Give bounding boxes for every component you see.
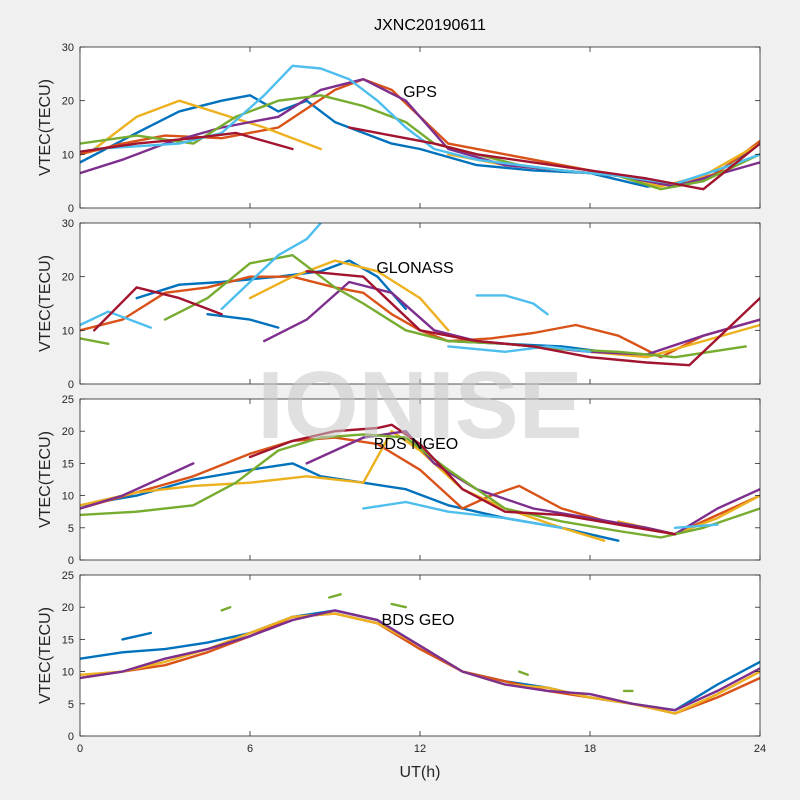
- series-line-4: [248, 259, 450, 332]
- series-line-7: [390, 602, 407, 609]
- series-line-10: [220, 223, 322, 311]
- panel-3: 0 6 12 18 24 0 5 10 15 20 25 VTEC(TECU) BDS GEO: [37, 570, 766, 755]
- series-line-6: [80, 433, 760, 539]
- series-line-3: [93, 99, 322, 151]
- series-group: [80, 223, 760, 367]
- series-line-13: [93, 286, 223, 332]
- series-line-3: [80, 275, 760, 359]
- series-group: [80, 593, 760, 715]
- panel-annotation: GLONASS: [376, 260, 453, 277]
- panel-2: 0 5 10 15 20 25 VTEC(TECU) BDS NGEO: [37, 394, 761, 567]
- y-axis-label: VTEC(TECU): [37, 431, 54, 528]
- series-line-1: [121, 631, 152, 641]
- y-tick-label: 25: [62, 394, 74, 406]
- y-tick-label: 5: [68, 699, 74, 711]
- x-tick-label: 12: [414, 743, 426, 755]
- series-line-14: [305, 270, 760, 367]
- y-tick-label: 0: [68, 731, 74, 743]
- series-line-12: [447, 345, 592, 353]
- series-group: [80, 64, 760, 191]
- panel-0: 0 10 20 30 VTEC(TECU) GPS: [37, 42, 761, 215]
- y-tick-label: 20: [62, 602, 74, 614]
- panel-annotation: GPS: [403, 84, 437, 101]
- series-line-8: [673, 523, 719, 529]
- series-line-11: [475, 294, 549, 316]
- series-line-5: [220, 606, 232, 612]
- series-line-7: [163, 254, 747, 359]
- y-tick-label: 20: [62, 272, 74, 284]
- y-tick-label: 5: [68, 523, 74, 535]
- y-tick-label: 15: [62, 458, 74, 470]
- x-tick-label: 18: [584, 743, 596, 755]
- y-tick-label: 10: [62, 325, 74, 337]
- series-line-6: [328, 593, 342, 599]
- series-line-8: [80, 337, 110, 345]
- y-tick-label: 20: [62, 426, 74, 438]
- series-line-9: [80, 310, 152, 329]
- panel-annotation: BDS GEO: [382, 612, 455, 629]
- x-tick-label: 24: [754, 743, 766, 755]
- y-axis-label: VTEC(TECU): [37, 79, 54, 176]
- series-line-4: [80, 462, 195, 510]
- watermark: IONISE: [257, 352, 582, 459]
- y-tick-label: 30: [62, 42, 74, 54]
- y-tick-label: 15: [62, 634, 74, 646]
- series-line-7: [362, 500, 563, 529]
- y-tick-label: 0: [68, 379, 74, 391]
- figure-title: JXNC20190611: [374, 17, 486, 34]
- series-group: [80, 423, 760, 542]
- x-tick-label: 0: [77, 743, 83, 755]
- y-tick-label: 0: [68, 555, 74, 567]
- y-tick-label: 0: [68, 203, 74, 215]
- panels: 0 10 20 30 VTEC(TECU) GPS 0 10 20 30 VTEC(TECU) GLO…: [37, 42, 766, 755]
- panel-annotation: BDS NGEO: [374, 436, 458, 453]
- y-tick-label: 10: [62, 667, 74, 679]
- panel-1: 0 10 20 30 VTEC(TECU) GLONASS: [37, 218, 761, 391]
- series-line-5: [588, 323, 760, 359]
- series-line-9: [248, 423, 677, 536]
- series-line-8: [518, 670, 529, 676]
- y-tick-label: 30: [62, 218, 74, 230]
- y-axis-label: VTEC(TECU): [37, 255, 54, 352]
- y-tick-label: 10: [62, 491, 74, 503]
- series-line-9: [348, 126, 760, 191]
- y-axis-label: VTEC(TECU): [37, 607, 54, 704]
- y-tick-label: 20: [62, 96, 74, 108]
- x-tick-label: 6: [247, 743, 253, 755]
- series-line-1: [206, 313, 280, 329]
- series-line-8: [80, 131, 294, 153]
- series-line-6: [80, 94, 760, 191]
- x-axis-label: UT(h): [400, 764, 441, 781]
- series-line-4: [80, 609, 760, 712]
- y-tick-label: 10: [62, 149, 74, 161]
- y-tick-label: 25: [62, 570, 74, 582]
